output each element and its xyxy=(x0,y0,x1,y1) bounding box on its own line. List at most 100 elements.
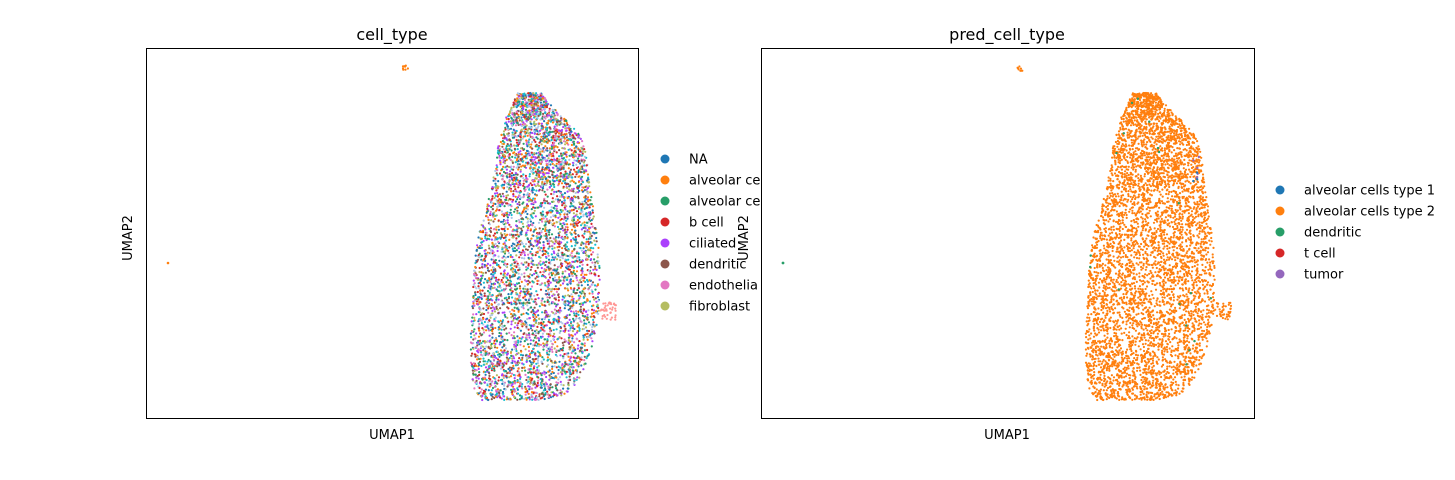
data-point xyxy=(477,325,480,328)
data-point xyxy=(514,288,517,291)
data-point xyxy=(543,282,546,285)
data-point xyxy=(487,358,490,362)
data-point xyxy=(581,263,584,266)
data-point xyxy=(536,263,539,266)
data-point xyxy=(501,178,504,181)
data-point xyxy=(567,265,570,268)
data-point xyxy=(483,320,486,324)
data-point xyxy=(510,213,513,217)
data-point xyxy=(479,345,483,348)
data-point xyxy=(529,182,532,185)
data-point xyxy=(548,350,551,353)
data-point xyxy=(520,280,523,283)
data-point xyxy=(579,308,582,311)
data-point xyxy=(569,286,573,290)
data-point xyxy=(517,339,520,342)
data-point xyxy=(531,398,534,401)
data-point xyxy=(471,352,474,355)
data-point xyxy=(493,344,496,348)
data-point xyxy=(474,355,477,358)
data-point xyxy=(592,304,595,307)
data-point xyxy=(515,237,518,240)
data-point xyxy=(541,210,544,213)
data-point xyxy=(506,227,509,231)
data-point xyxy=(552,171,555,174)
data-point xyxy=(502,215,506,218)
data-point xyxy=(523,279,527,282)
data-point xyxy=(555,376,558,379)
data-point xyxy=(560,134,563,137)
data-point xyxy=(499,140,502,144)
data-point xyxy=(506,372,509,375)
data-point xyxy=(501,319,505,322)
data-point xyxy=(494,380,497,383)
data-point xyxy=(532,281,535,284)
data-point xyxy=(504,128,507,131)
data-point xyxy=(513,147,517,150)
data-point xyxy=(561,272,564,275)
data-point xyxy=(546,358,550,361)
data-point xyxy=(539,271,542,274)
data-point xyxy=(589,232,592,235)
data-point xyxy=(506,147,510,150)
data-point xyxy=(557,372,560,375)
data-point xyxy=(558,276,561,279)
data-point xyxy=(528,317,532,320)
data-point xyxy=(487,389,490,392)
data-point xyxy=(531,106,534,109)
data-point xyxy=(514,195,517,198)
data-point xyxy=(525,336,528,339)
data-point xyxy=(513,337,516,340)
data-point xyxy=(519,196,522,199)
data-point xyxy=(503,229,506,232)
data-point xyxy=(550,192,553,196)
data-point xyxy=(534,269,537,273)
data-point xyxy=(515,254,518,257)
data-point xyxy=(556,345,559,348)
data-point xyxy=(583,342,586,345)
data-point xyxy=(519,243,522,246)
data-point xyxy=(588,181,591,184)
data-point xyxy=(481,240,484,244)
data-point xyxy=(502,158,505,161)
data-point xyxy=(565,267,568,270)
data-point xyxy=(558,220,561,223)
data-point xyxy=(583,148,586,151)
data-point xyxy=(516,335,519,338)
data-point xyxy=(580,228,584,231)
data-point xyxy=(519,170,522,173)
data-point xyxy=(516,104,520,107)
data-point xyxy=(514,321,517,325)
data-point xyxy=(543,268,546,271)
data-point xyxy=(564,228,567,231)
data-point xyxy=(597,292,600,295)
data-point xyxy=(532,325,535,328)
data-point xyxy=(587,240,590,243)
data-point xyxy=(547,293,551,296)
data-point xyxy=(543,304,546,307)
data-point xyxy=(524,130,527,134)
data-point xyxy=(543,397,546,401)
data-point xyxy=(516,198,519,201)
data-point xyxy=(551,361,554,364)
data-point xyxy=(521,249,525,252)
data-point xyxy=(509,398,512,401)
data-point xyxy=(513,144,516,147)
data-point xyxy=(519,377,522,380)
data-point xyxy=(578,291,582,294)
data-point xyxy=(498,259,501,262)
data-point xyxy=(553,148,556,151)
data-point xyxy=(537,173,540,176)
data-point xyxy=(486,207,489,210)
data-point xyxy=(520,220,523,223)
data-point xyxy=(583,349,587,352)
data-point xyxy=(527,200,531,203)
data-point xyxy=(582,158,585,161)
data-point xyxy=(548,176,552,179)
data-point xyxy=(527,380,530,383)
data-point xyxy=(576,141,579,144)
data-point xyxy=(501,228,504,231)
data-point xyxy=(514,132,517,135)
data-point xyxy=(548,240,551,243)
